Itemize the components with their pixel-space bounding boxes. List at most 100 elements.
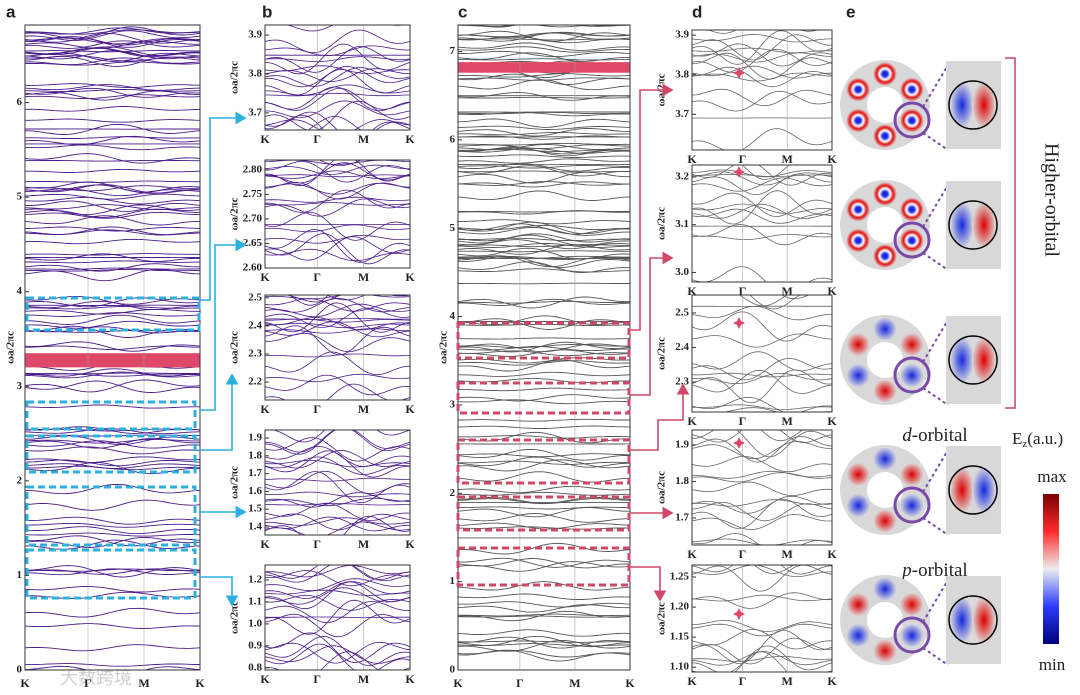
band-line [458,233,630,243]
band-line [25,211,200,219]
band-line [25,438,200,449]
band-line [25,665,200,670]
bands [25,14,200,670]
band-line [458,456,630,468]
zoom-circle [948,80,998,130]
band-line [458,170,630,173]
letter: d [902,425,912,446]
band-line [25,135,200,146]
arrow [630,83,674,331]
band-line [25,57,200,66]
frame [24,24,201,671]
band-line [458,50,630,58]
band-line [265,594,410,611]
band-line [265,437,410,462]
band-line [265,92,410,97]
band-line [25,308,200,315]
connector [922,132,949,151]
band-line [265,303,410,318]
k-label: Γ [313,672,321,686]
k-label: K [625,676,635,690]
band-line [458,92,630,101]
band-line [692,165,832,186]
band-line [25,226,200,236]
band-line [25,144,200,151]
y-tick-label: 1.8 [248,449,262,461]
band-line [265,211,410,241]
band-line [534,25,592,28]
band-line [265,517,410,526]
cell-pattern [899,623,924,648]
band-line [265,477,410,482]
band-line [25,623,200,629]
y-tick-label: 1.10 [670,661,690,673]
band-line [692,351,832,372]
band-line [692,407,832,412]
band-line [25,238,200,245]
band-line [265,599,410,635]
band-line [458,154,630,158]
band-line [25,15,200,16]
y-tick-label: 1.0 [248,617,262,629]
band-line [25,465,200,471]
band-line [458,210,630,213]
band-line [265,322,410,329]
band-line [458,190,630,201]
band-line [265,68,410,96]
connector [922,387,949,406]
y-tick-label: 3.0 [675,266,689,278]
frame [457,24,631,671]
y-tick-label: 3.9 [675,29,689,41]
band-line [25,607,200,618]
band-line [707,30,820,34]
band-line [458,371,630,377]
arrow [199,111,247,301]
highlight-circle [893,486,931,524]
y-tick-label: 1.8 [675,475,689,487]
k-label: M [358,132,369,146]
star-marker [733,166,745,178]
band-line [692,565,832,578]
band-line [458,268,630,273]
k-label: M [358,270,369,284]
highlight-circle [893,356,931,394]
y-tick-label: 1.2 [248,573,262,585]
cell-pattern [846,228,871,253]
y-tick-label: 2.65 [243,237,263,249]
band-line [25,14,200,20]
band-line [265,65,410,88]
y-axis-label: ωa/2πc [5,331,17,364]
band-line [25,55,200,67]
band-line [692,174,832,177]
band-line [265,170,410,180]
band-line [692,430,832,458]
band-line [692,43,832,67]
band-line [265,383,410,400]
band-line [458,111,630,117]
band-line [265,224,410,233]
cell-pattern [899,462,924,487]
k-label: Γ [739,414,747,428]
k-label: Γ [313,537,321,551]
band-line [265,578,410,592]
y-tick-label: 5 [450,222,456,234]
band-line [692,47,832,54]
k-label: K [827,547,837,561]
y-tick-label: 2.80 [243,163,263,175]
y-axis-label: ωa/2πc [229,601,241,634]
band-line [692,396,832,412]
connector [922,517,949,536]
zoom-right [972,336,996,384]
band-line [692,333,832,348]
cell-pattern [899,332,924,357]
band-line [692,565,832,592]
band-line [692,430,832,444]
band-line [692,502,832,522]
connector [922,647,949,666]
band-line [458,132,630,136]
y-tick-label: 3.9 [248,29,262,41]
band-line [25,50,200,60]
band-line [265,641,410,664]
band-line [25,123,200,135]
ring-hole [867,472,903,508]
